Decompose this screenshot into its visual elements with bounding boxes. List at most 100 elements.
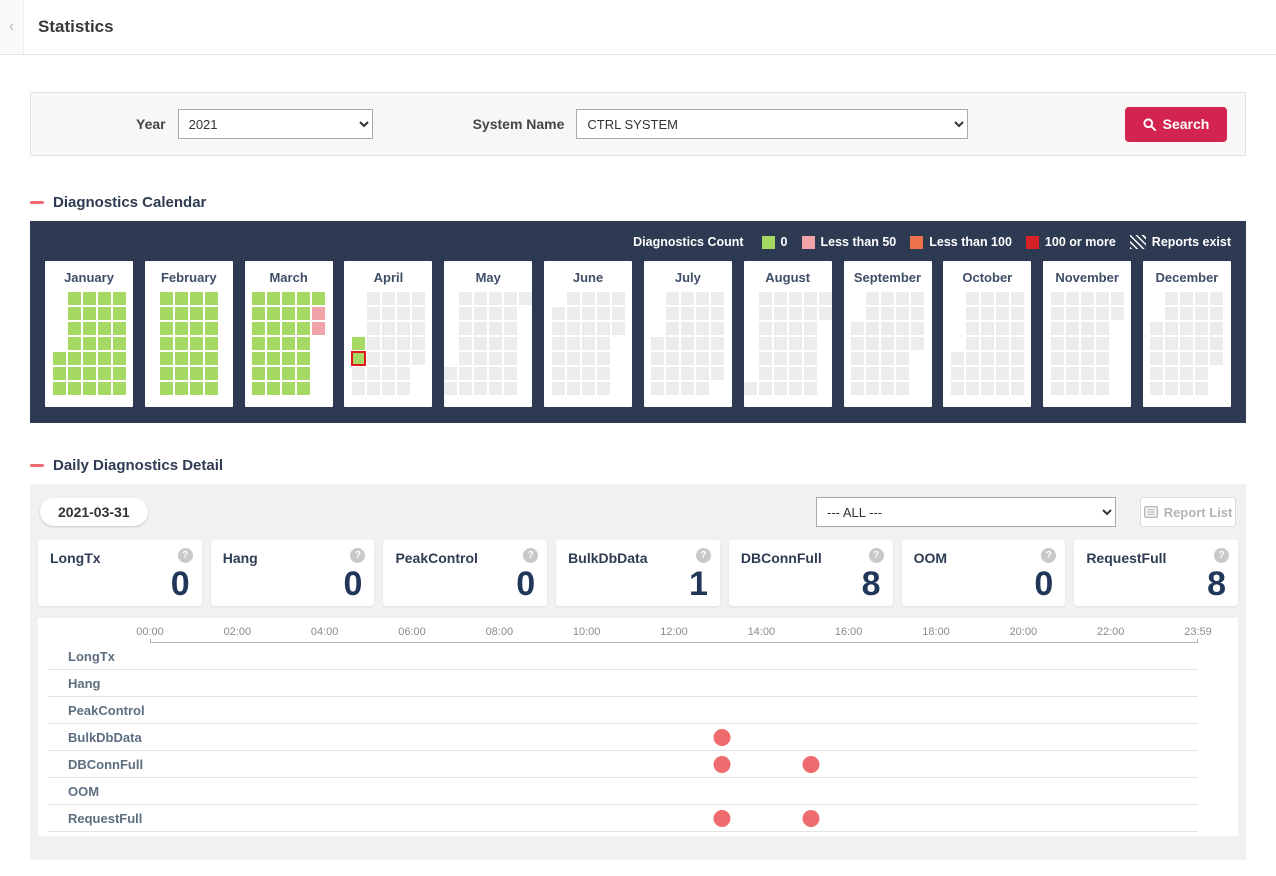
calendar-day-2021-01-19[interactable] <box>97 307 111 320</box>
calendar-day-2021-10-30[interactable] <box>1010 367 1024 380</box>
calendar-day-2021-04-28[interactable] <box>411 322 425 335</box>
calendar-day-2021-10-26[interactable] <box>1010 307 1024 320</box>
calendar-day-2021-11-03[interactable] <box>1050 322 1064 335</box>
calendar-day-2021-06-04[interactable] <box>551 352 565 365</box>
calendar-day-2021-11-17[interactable] <box>1080 322 1094 335</box>
calendar-day-2021-12-26[interactable] <box>1195 382 1209 395</box>
calendar-day-2021-08-07[interactable] <box>758 367 772 380</box>
calendar-day-2021-06-25[interactable] <box>596 352 610 365</box>
calendar-day-2021-11-05[interactable] <box>1050 352 1064 365</box>
calendar-day-2021-05-18[interactable] <box>489 307 503 320</box>
calendar-day-2021-05-31[interactable] <box>519 292 533 305</box>
calendar-day-2021-09-13[interactable] <box>881 292 894 305</box>
calendar-day-2021-04-11[interactable] <box>366 382 380 395</box>
calendar-day-2021-03-15[interactable] <box>282 292 296 305</box>
calendar-day-2021-01-06[interactable] <box>67 322 81 335</box>
calendar-day-2021-05-06[interactable] <box>459 337 473 350</box>
calendar-day-2021-02-12[interactable] <box>174 352 188 365</box>
calendar-day-2021-03-26[interactable] <box>297 352 311 365</box>
calendar-day-2021-02-19[interactable] <box>189 352 203 365</box>
calendar-day-2021-07-26[interactable] <box>711 292 725 305</box>
calendar-day-2021-09-19[interactable] <box>881 382 894 395</box>
calendar-day-2021-05-07[interactable] <box>459 352 473 365</box>
calendar-day-2021-05-15[interactable] <box>474 367 488 380</box>
calendar-day-2021-02-05[interactable] <box>159 352 173 365</box>
calendar-day-2021-08-09[interactable] <box>773 292 787 305</box>
calendar-day-2021-10-29[interactable] <box>1010 352 1024 365</box>
calendar-day-2021-08-29[interactable] <box>803 382 817 395</box>
calendar-day-2021-09-15[interactable] <box>881 322 894 335</box>
calendar-day-2021-11-22[interactable] <box>1095 292 1109 305</box>
calendar-day-2021-12-20[interactable] <box>1195 292 1209 305</box>
calendar-day-2021-06-21[interactable] <box>596 292 610 305</box>
calendar-day-2021-02-28[interactable] <box>204 382 218 395</box>
calendar-day-2021-01-15[interactable] <box>82 352 96 365</box>
calendar-day-2021-12-06[interactable] <box>1165 292 1179 305</box>
calendar-day-2021-11-04[interactable] <box>1050 337 1064 350</box>
calendar-day-2021-09-09[interactable] <box>866 337 879 350</box>
calendar-day-2021-05-21[interactable] <box>489 352 503 365</box>
calendar-day-2021-08-18[interactable] <box>788 322 802 335</box>
calendar-day-2021-07-06[interactable] <box>666 307 680 320</box>
calendar-day-2021-02-10[interactable] <box>174 322 188 335</box>
calendar-day-2021-11-08[interactable] <box>1065 292 1079 305</box>
calendar-day-2021-07-16[interactable] <box>681 352 695 365</box>
calendar-day-2021-09-04[interactable] <box>851 367 864 380</box>
calendar-day-2021-04-01[interactable] <box>351 337 365 350</box>
calendar-day-2021-06-27[interactable] <box>596 382 610 395</box>
calendar-day-2021-03-30[interactable] <box>312 307 326 320</box>
calendar-day-2021-08-30[interactable] <box>818 292 832 305</box>
calendar-day-2021-08-20[interactable] <box>788 352 802 365</box>
calendar-day-2021-01-16[interactable] <box>82 367 96 380</box>
calendar-day-2021-07-20[interactable] <box>696 307 710 320</box>
calendar-day-2021-05-19[interactable] <box>489 322 503 335</box>
calendar-day-2021-11-25[interactable] <box>1095 337 1109 350</box>
calendar-day-2021-10-08[interactable] <box>965 352 979 365</box>
calendar-day-2021-07-31[interactable] <box>711 367 725 380</box>
calendar-day-2021-03-08[interactable] <box>267 292 281 305</box>
calendar-day-2021-04-10[interactable] <box>366 367 380 380</box>
calendar-day-2021-11-18[interactable] <box>1080 337 1094 350</box>
calendar-day-2021-07-17[interactable] <box>681 367 695 380</box>
calendar-day-2021-09-25[interactable] <box>896 367 909 380</box>
calendar-day-2021-05-08[interactable] <box>459 367 473 380</box>
calendar-day-2021-03-21[interactable] <box>282 382 296 395</box>
calendar-day-2021-12-13[interactable] <box>1180 292 1194 305</box>
calendar-day-2021-09-11[interactable] <box>866 367 879 380</box>
calendar-day-2021-08-19[interactable] <box>788 337 802 350</box>
calendar-day-2021-02-03[interactable] <box>159 322 173 335</box>
calendar-day-2021-03-14[interactable] <box>267 382 281 395</box>
calendar-day-2021-01-31[interactable] <box>112 382 126 395</box>
calendar-day-2021-10-16[interactable] <box>980 367 994 380</box>
calendar-day-2021-08-26[interactable] <box>803 337 817 350</box>
calendar-day-2021-04-30[interactable] <box>411 352 425 365</box>
calendar-day-2021-10-28[interactable] <box>1010 337 1024 350</box>
calendar-day-2021-03-31[interactable] <box>312 322 326 335</box>
calendar-day-2021-10-11[interactable] <box>980 292 994 305</box>
calendar-day-2021-08-01[interactable] <box>743 382 757 395</box>
calendar-day-2021-03-19[interactable] <box>282 352 296 365</box>
calendar-day-2021-01-10[interactable] <box>67 382 81 395</box>
calendar-day-2021-05-29[interactable] <box>504 367 518 380</box>
calendar-day-2021-07-14[interactable] <box>681 322 695 335</box>
calendar-day-2021-05-01[interactable] <box>444 367 458 380</box>
calendar-day-2021-02-17[interactable] <box>189 322 203 335</box>
calendar-day-2021-07-11[interactable] <box>666 382 680 395</box>
calendar-day-2021-08-15[interactable] <box>773 382 787 395</box>
calendar-day-2021-02-25[interactable] <box>204 337 218 350</box>
calendar-day-2021-09-02[interactable] <box>851 337 864 350</box>
calendar-day-2021-10-27[interactable] <box>1010 322 1024 335</box>
help-icon[interactable]: ? <box>695 548 711 563</box>
calendar-day-2021-06-30[interactable] <box>611 322 625 335</box>
calendar-day-2021-12-12[interactable] <box>1165 382 1179 395</box>
calendar-day-2021-07-28[interactable] <box>711 322 725 335</box>
calendar-day-2021-12-15[interactable] <box>1180 322 1194 335</box>
calendar-day-2021-03-23[interactable] <box>297 307 311 320</box>
calendar-day-2021-06-23[interactable] <box>596 322 610 335</box>
calendar-day-2021-10-03[interactable] <box>950 382 964 395</box>
calendar-day-2021-05-16[interactable] <box>474 382 488 395</box>
calendar-day-2021-08-10[interactable] <box>773 307 787 320</box>
calendar-day-2021-07-05[interactable] <box>666 292 680 305</box>
calendar-day-2021-03-16[interactable] <box>282 307 296 320</box>
calendar-day-2021-10-09[interactable] <box>965 367 979 380</box>
